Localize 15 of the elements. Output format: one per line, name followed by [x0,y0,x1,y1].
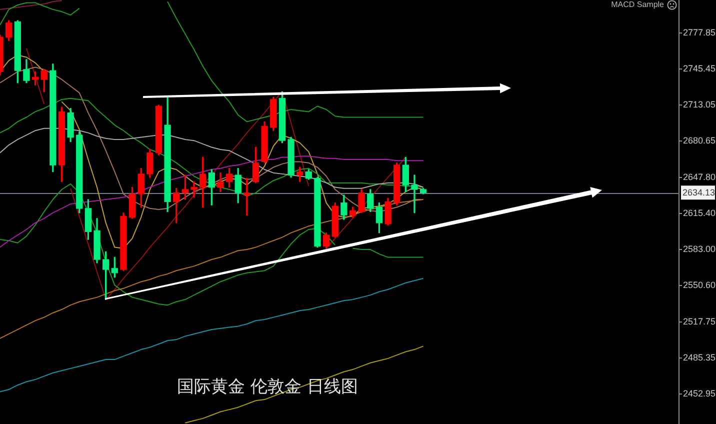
y-tick-label: 2615.40 [683,208,716,218]
y-tick-label: 2583.00 [683,244,716,254]
y-tick-label: 2745.45 [683,63,716,74]
annotation: MACD Sample [611,0,664,10]
y-tick-label: 2485.35 [683,352,716,363]
y-tick-label: 2647.80 [683,172,716,182]
ref-line-label: 2634.13 [682,188,716,198]
y-tick-label: 2713.05 [683,99,716,110]
y-tick-label: 2452.95 [683,388,716,399]
y-tick-label: 2680.65 [683,135,716,146]
candlestick [411,174,418,214]
y-tick-label: 2517.75 [683,316,716,327]
y-tick-label: 2777.85 [683,27,716,38]
candlestick [190,181,198,198]
y-tick-label: 2550.60 [683,280,716,290]
